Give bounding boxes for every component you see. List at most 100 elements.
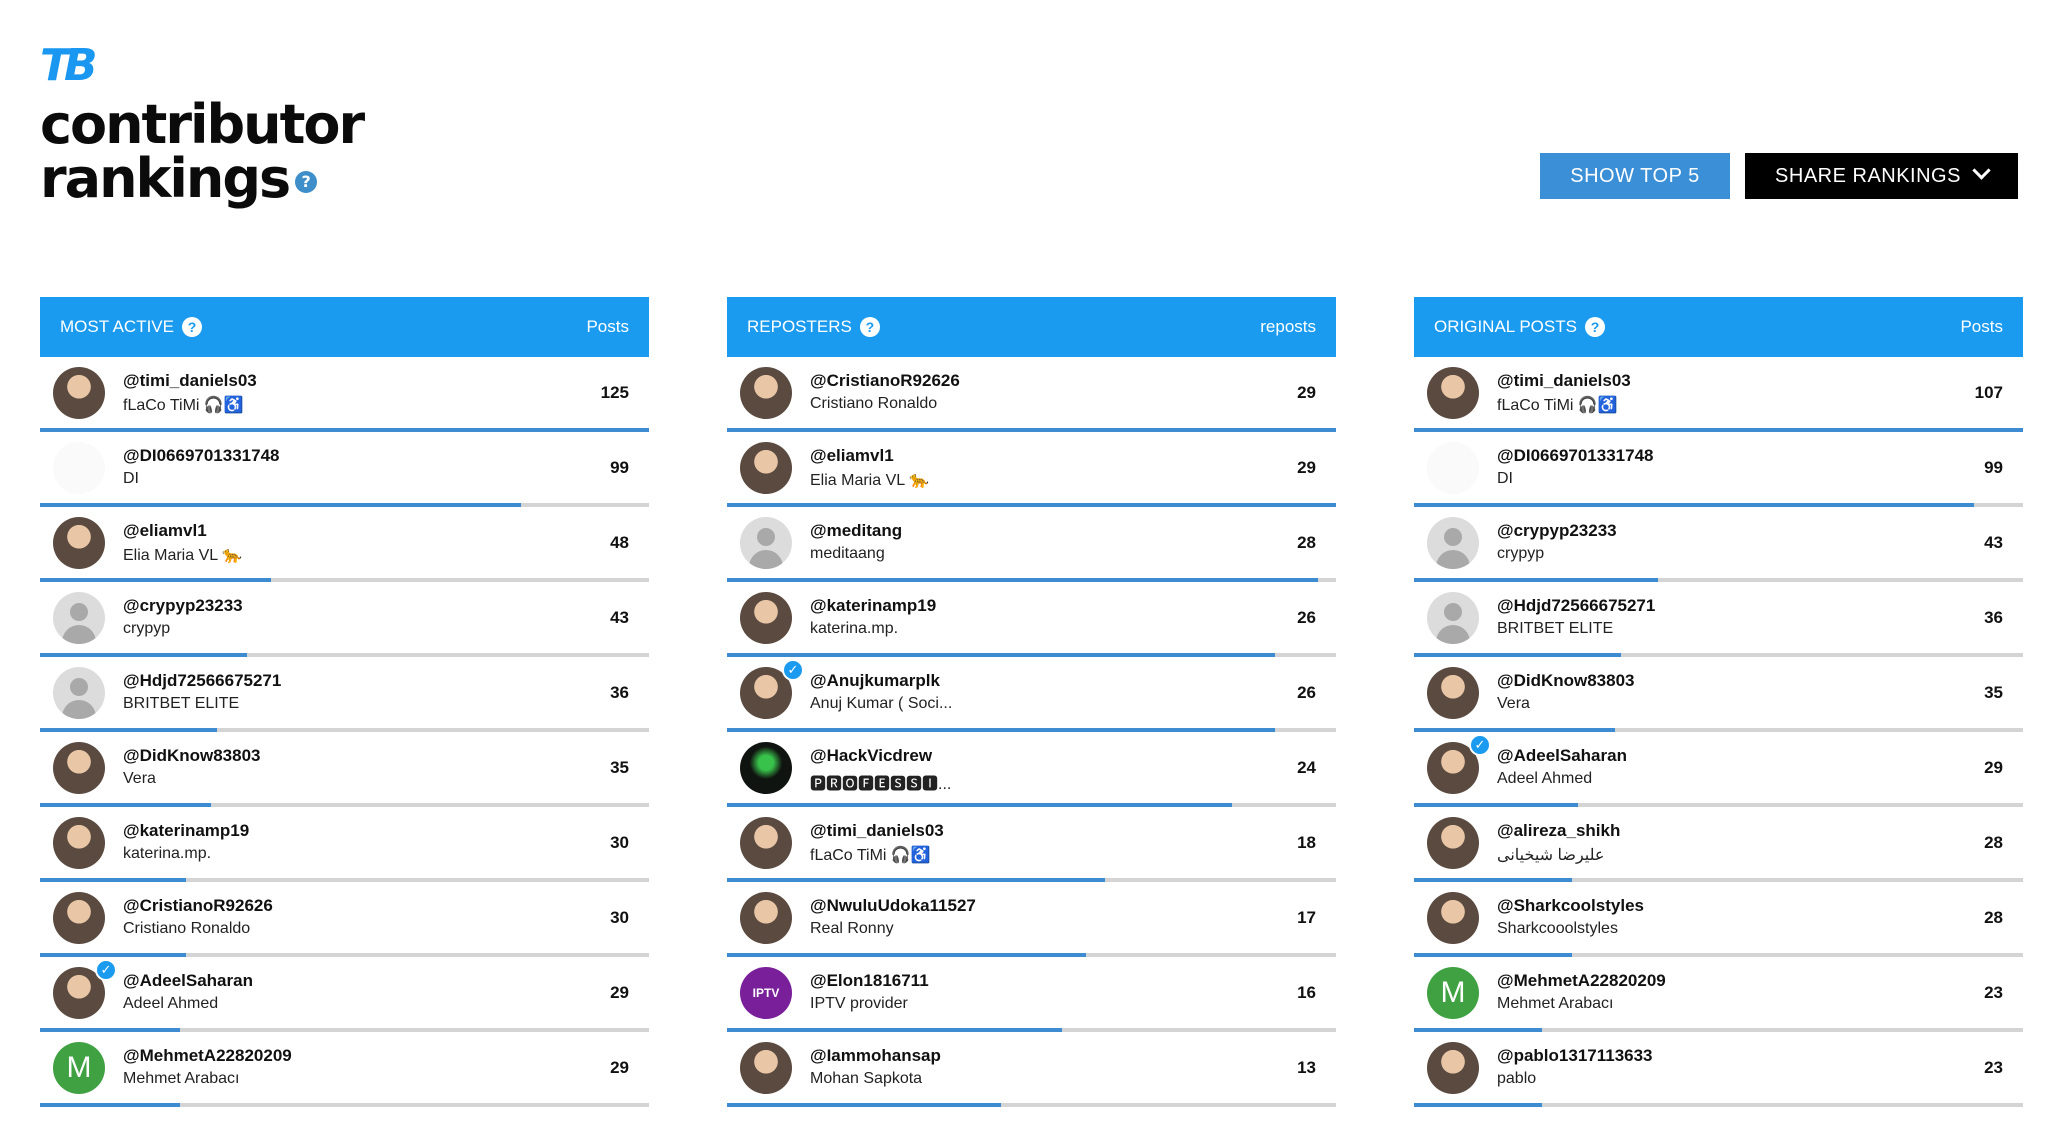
user-handle[interactable]: @eliamvl1 — [123, 521, 207, 540]
rank-row[interactable]: ✓ @AdeelSaharan Adeel Ahmed 29 — [1414, 732, 2023, 807]
avatar[interactable] — [53, 442, 105, 494]
rank-row[interactable]: @crypyp23233 crypyp 43 — [40, 582, 649, 657]
user-handle[interactable]: @Iammohansap — [810, 1046, 941, 1065]
share-rankings-button[interactable]: SHARE RANKINGS — [1745, 153, 2018, 199]
rank-row[interactable]: M @MehmetA22820209 Mehmet Arabacı 29 — [40, 1032, 649, 1107]
user-handle[interactable]: @DidKnow83803 — [1497, 671, 1635, 690]
avatar[interactable] — [1427, 442, 1479, 494]
user-handle[interactable]: @timi_daniels03 — [810, 821, 944, 840]
user-handle[interactable]: @HackVicdrew — [810, 746, 933, 765]
user-handle[interactable]: @timi_daniels03 — [1497, 371, 1631, 390]
rank-count: 29 — [1297, 383, 1316, 402]
user-handle[interactable]: @crypyp23233 — [123, 596, 243, 615]
user-handle[interactable]: @CristianoR92626 — [810, 371, 960, 390]
rank-row[interactable]: ✓ @AdeelSaharan Adeel Ahmed 29 — [40, 957, 649, 1032]
avatar[interactable] — [53, 892, 105, 944]
avatar[interactable] — [740, 892, 792, 944]
rank-row[interactable]: @DI0669701331748 DI 99 — [40, 432, 649, 507]
user-handle[interactable]: @meditang — [810, 521, 903, 540]
rank-row[interactable]: @HackVicdrew 🅿🆁🅾🅵🅴🆂🆂🅸... 24 — [727, 732, 1336, 807]
avatar[interactable]: M — [1427, 967, 1479, 1019]
avatar[interactable] — [53, 667, 105, 719]
user-handle[interactable]: @DI0669701331748 — [1497, 446, 1654, 465]
rank-row[interactable]: @timi_daniels03 fLaCo TiMi 🎧♿ 125 — [40, 357, 649, 432]
avatar[interactable] — [53, 367, 105, 419]
user-handle[interactable]: @CristianoR92626 — [123, 896, 273, 915]
avatar[interactable]: IPTV — [740, 967, 792, 1019]
rank-row[interactable]: @Hdjd72566675271 BRITBET ELITE 36 — [40, 657, 649, 732]
user-handle[interactable]: @Elon1816711 — [810, 971, 929, 990]
share-rankings-label: SHARE RANKINGS — [1775, 165, 1961, 187]
display-name: BRITBET ELITE — [1497, 620, 1614, 637]
user-handle[interactable]: @DI0669701331748 — [123, 446, 280, 465]
rank-row[interactable]: @alireza_shikh علیرضا شیخیانی 28 — [1414, 807, 2023, 882]
rank-row[interactable]: @eliamvl1 Elia Maria VL 🐆 48 — [40, 507, 649, 582]
show-top-5-button[interactable]: SHOW TOP 5 — [1540, 153, 1730, 199]
rank-row[interactable]: @meditang meditaang 28 — [727, 507, 1336, 582]
rank-row[interactable]: M @MehmetA22820209 Mehmet Arabacı 23 — [1414, 957, 2023, 1032]
user-handle[interactable]: @DidKnow83803 — [123, 746, 261, 765]
avatar[interactable] — [53, 742, 105, 794]
help-icon[interactable]: ? — [859, 317, 880, 338]
user-handle[interactable]: @AdeelSaharan — [1497, 746, 1627, 765]
user-handle[interactable]: @katerinamp19 — [123, 821, 250, 840]
display-name: Vera — [123, 770, 156, 787]
avatar[interactable] — [1427, 1042, 1479, 1094]
user-handle[interactable]: @MehmetA22820209 — [123, 1046, 292, 1065]
rank-row[interactable]: @CristianoR92626 Cristiano Ronaldo 30 — [40, 882, 649, 957]
rank-row[interactable]: @DidKnow83803 Vera 35 — [40, 732, 649, 807]
avatar[interactable] — [1427, 367, 1479, 419]
avatar[interactable] — [53, 817, 105, 869]
avatar[interactable] — [740, 742, 792, 794]
rank-row[interactable]: @crypyp23233 crypyp 43 — [1414, 507, 2023, 582]
rank-row[interactable]: @Hdjd72566675271 BRITBET ELITE 36 — [1414, 582, 2023, 657]
avatar[interactable] — [740, 442, 792, 494]
avatar[interactable] — [740, 1042, 792, 1094]
rank-row[interactable]: @CristianoR92626 Cristiano Ronaldo 29 — [727, 357, 1336, 432]
avatar[interactable] — [53, 517, 105, 569]
avatar[interactable] — [740, 817, 792, 869]
rank-row[interactable]: @Sharkcoolstyles Sharkcooolstyles 28 — [1414, 882, 2023, 957]
user-handle[interactable]: @MehmetA22820209 — [1497, 971, 1666, 990]
avatar[interactable]: M — [53, 1042, 105, 1094]
rank-row[interactable]: @NwuluUdoka11527 Real Ronny 17 — [727, 882, 1336, 957]
user-handle[interactable]: @katerinamp19 — [810, 596, 937, 615]
rank-row[interactable]: @katerinamp19 katerina.mp. 26 — [727, 582, 1336, 657]
avatar[interactable] — [740, 367, 792, 419]
avatar[interactable] — [1427, 517, 1479, 569]
user-handle[interactable]: @alireza_shikh — [1497, 821, 1621, 840]
avatar[interactable] — [1427, 592, 1479, 644]
avatar[interactable] — [1427, 892, 1479, 944]
rank-row[interactable]: @timi_daniels03 fLaCo TiMi 🎧♿ 18 — [727, 807, 1336, 882]
display-name: Mohan Sapkota — [810, 1070, 923, 1087]
user-handle[interactable]: @Hdjd72566675271 — [123, 671, 282, 690]
rank-row[interactable]: ✓ @Anujkumarplk Anuj Kumar ( Soci... 26 — [727, 657, 1336, 732]
user-handle[interactable]: @pablo1317113633 — [1497, 1046, 1653, 1065]
user-handle[interactable]: @Anujkumarplk — [810, 671, 940, 690]
user-handle[interactable]: @AdeelSaharan — [123, 971, 253, 990]
avatar[interactable] — [740, 592, 792, 644]
rank-row[interactable]: @timi_daniels03 fLaCo TiMi 🎧♿ 107 — [1414, 357, 2023, 432]
help-icon[interactable]: ? — [182, 317, 202, 338]
avatar[interactable] — [1427, 817, 1479, 869]
rank-row[interactable]: @katerinamp19 katerina.mp. 30 — [40, 807, 649, 882]
rank-row[interactable]: @pablo1317113633 pablo 23 — [1414, 1032, 2023, 1107]
display-name: Adeel Ahmed — [123, 995, 219, 1012]
avatar[interactable] — [1427, 667, 1479, 719]
rank-row[interactable]: @DidKnow83803 Vera 35 — [1414, 657, 2023, 732]
user-handle[interactable]: @NwuluUdoka11527 — [810, 896, 976, 915]
help-icon[interactable]: ? — [1584, 317, 1605, 338]
rank-row[interactable]: @DI0669701331748 DI 99 — [1414, 432, 2023, 507]
avatar[interactable] — [740, 517, 792, 569]
rank-row[interactable]: @Iammohansap Mohan Sapkota 13 — [727, 1032, 1336, 1107]
avatar[interactable] — [53, 592, 105, 644]
user-handle[interactable]: @timi_daniels03 — [123, 371, 257, 390]
user-handle[interactable]: @Hdjd72566675271 — [1497, 596, 1656, 615]
rank-row[interactable]: @eliamvl1 Elia Maria VL 🐆 29 — [727, 432, 1336, 507]
rank-row[interactable]: IPTV @Elon1816711 IPTV provider 16 — [727, 957, 1336, 1032]
user-handle[interactable]: @Sharkcoolstyles — [1497, 896, 1644, 915]
user-handle[interactable]: @eliamvl1 — [810, 446, 894, 465]
user-handle[interactable]: @crypyp23233 — [1497, 521, 1617, 540]
rank-count: 24 — [1297, 758, 1316, 777]
help-icon[interactable]: ? — [295, 171, 318, 194]
